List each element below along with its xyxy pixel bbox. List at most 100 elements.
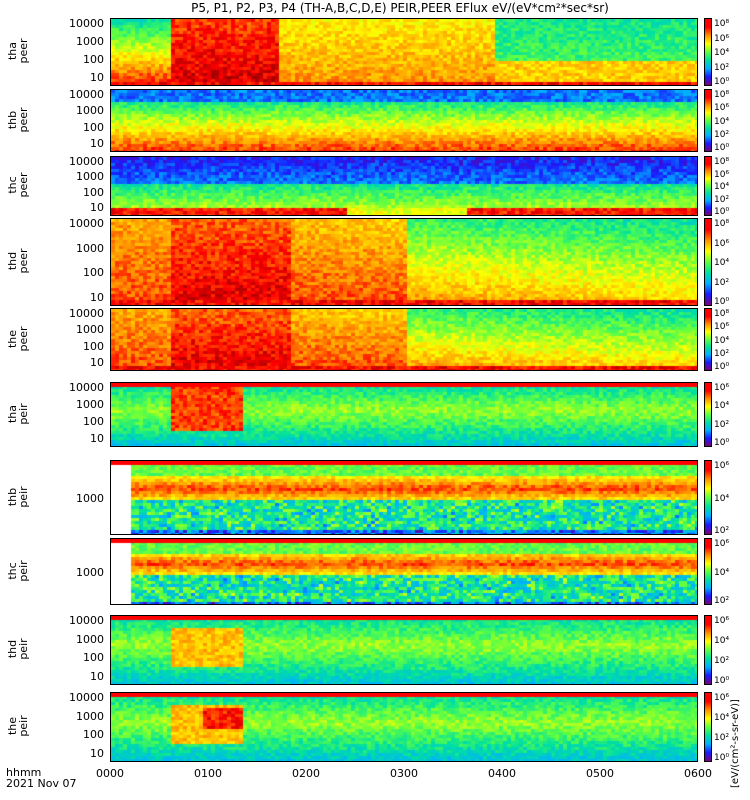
x-tick-label: 0200 xyxy=(292,767,320,780)
x-tick-label: 0500 xyxy=(586,767,614,780)
spectrogram-image xyxy=(111,219,697,305)
y-tick-label: 1000 xyxy=(76,709,104,723)
colorbar-tick-label: 10⁴ xyxy=(714,636,730,646)
y-tick-label: 1000 xyxy=(76,241,104,255)
colorbar-tick-label: 10⁸ xyxy=(714,309,730,319)
colorbar-tick-label: 10⁴ xyxy=(714,493,730,504)
y-tick-label: 10000 xyxy=(69,614,104,627)
y-tick-label: 1000 xyxy=(76,632,104,646)
colorbar-tick-label: 10² xyxy=(714,526,730,536)
spectrogram-plot xyxy=(110,382,698,447)
y-tick-label: 10 xyxy=(90,291,104,304)
panel-ylabel-product: peir xyxy=(17,559,30,582)
panel-ylabel-product: peir xyxy=(17,485,30,508)
panel-ylabel: thb peer xyxy=(6,102,30,138)
date-label: 2021 Nov 07 xyxy=(6,777,77,790)
colorbar xyxy=(704,156,712,216)
y-tick-label: 1000 xyxy=(76,398,104,411)
colorbar-tick-label: 10⁴ xyxy=(714,713,730,723)
colorbar-tick-label: 10² xyxy=(714,277,730,288)
spectrogram-image xyxy=(111,19,697,85)
x-tick-label: 0000 xyxy=(96,767,124,780)
colorbar-tick-label: 10⁰ xyxy=(714,362,730,372)
spectrogram-plot xyxy=(110,156,698,216)
y-tick-label: 10000 xyxy=(69,307,104,320)
panel-thd-peer: thd peer 10000 1000 100 10 10⁸ 10⁶ 10⁴ 10² 10⁰ xyxy=(6,218,729,307)
panel-ylabel-product: peir xyxy=(17,402,30,425)
y-tick-label: 10 xyxy=(90,71,104,84)
panel-ylabel: thd peer xyxy=(6,243,30,279)
colorbar-tick-label: 10⁴ xyxy=(714,567,730,578)
colorbar xyxy=(704,460,712,535)
colorbar-tick-label: 10⁶ xyxy=(714,169,730,180)
y-tick-label: 10 xyxy=(90,432,104,445)
panel-ylabel-product: peer xyxy=(17,106,30,133)
panel-ylabel: thb peir xyxy=(6,479,30,515)
colorbar-tick-label: 10² xyxy=(714,348,730,359)
colorbar-tick-label: 10⁴ xyxy=(714,258,730,268)
panel-tha-peer: tha peer 10000 1000 100 10 10⁸ 10⁶ 10⁴ 10² 10⁰ xyxy=(6,18,729,87)
colorbar xyxy=(704,18,712,86)
colorbar-tick-label: 10² xyxy=(714,419,730,430)
colorbar xyxy=(704,218,712,306)
x-tick-label: 0400 xyxy=(488,767,516,780)
panel-ylabel: tha peir xyxy=(6,396,30,432)
y-tick-label: 10000 xyxy=(69,88,104,101)
spectrogram-image xyxy=(111,309,697,370)
y-tick-label: 1000 xyxy=(76,491,104,505)
panel-thc-peer: thc peer 10000 1000 100 10 10⁸ 10⁶ 10⁴ 10² 10⁰ xyxy=(6,156,729,217)
y-tick-label: 1000 xyxy=(76,35,104,48)
colorbar-tick-label: 10⁰ xyxy=(714,438,730,448)
panel-ylabel-product: peer xyxy=(17,325,30,352)
colorbar-tick-label: 10⁰ xyxy=(714,297,730,307)
colorbar xyxy=(704,308,712,371)
panel-ylabel: the peer xyxy=(6,321,30,357)
y-tick-label: 10000 xyxy=(69,17,104,30)
y-tick-label: 1000 xyxy=(76,170,104,184)
y-tick-label: 1000 xyxy=(76,565,104,579)
y-tick-label: 100 xyxy=(83,266,104,280)
panel-the-peir: the peir 10000 1000 100 10 10⁶ 10⁴ 10² 10⁰ xyxy=(6,692,729,763)
panel-the-peer: the peer 10000 1000 100 10 10⁸ 10⁶ 10⁴ 10² 10⁰ xyxy=(6,308,729,372)
spectrogram-plot xyxy=(110,218,698,306)
panel-ylabel: thc peer xyxy=(6,167,30,203)
panel-thc-peir: thc peir 1000 10⁶ 10⁴ 10² xyxy=(6,538,729,606)
colorbar-tick-label: 10² xyxy=(714,596,730,606)
panel-ylabel: the peir xyxy=(6,708,30,744)
panel-thb-peer: thb peer 10000 1000 100 10 10⁸ 10⁶ 10⁴ 10² 10⁰ xyxy=(6,89,729,153)
colorbar-tick-label: 10⁴ xyxy=(714,401,730,412)
y-tick-label: 100 xyxy=(83,415,104,428)
y-tick-label: 1000 xyxy=(76,323,104,337)
y-tick-label: 10 xyxy=(90,201,104,214)
colorbar xyxy=(704,538,712,605)
spectrogram-image xyxy=(111,157,697,215)
spectrogram-image xyxy=(111,383,697,446)
colorbar-tick-label: 10⁶ xyxy=(714,461,730,471)
colorbar-tick-label: 10⁶ xyxy=(714,616,730,626)
spectrogram-image xyxy=(111,616,697,684)
panel-ylabel-product: peir xyxy=(17,638,30,660)
y-tick-label: 100 xyxy=(83,53,104,66)
panel-ylabel-product: peer xyxy=(17,172,30,198)
y-tick-label: 10 xyxy=(90,747,104,760)
spectrogram-image xyxy=(111,90,697,151)
x-tick-label: 0600 xyxy=(684,767,712,780)
spectrogram-image xyxy=(111,539,697,604)
colorbar-tick-label: 10⁴ xyxy=(714,335,730,346)
spectrogram-plot xyxy=(110,18,698,86)
panel-thd-peir: thd peir 10000 1000 100 10 10⁶ 10⁴ 10² 10⁰ xyxy=(6,615,729,686)
colorbar xyxy=(704,89,712,152)
colorbar-tick-label: 10⁰ xyxy=(714,207,730,217)
panel-ylabel-product: peir xyxy=(17,715,30,737)
time-axis-label: hhmm xyxy=(6,766,42,779)
colorbar-tick-label: 10⁸ xyxy=(714,19,730,29)
y-tick-label: 10 xyxy=(90,356,104,369)
colorbar-tick-label: 10² xyxy=(714,733,730,743)
colorbar-tick-label: 10² xyxy=(714,129,730,140)
y-tick-label: 100 xyxy=(83,339,104,353)
colorbar-tick-label: 10² xyxy=(714,62,730,73)
panel-ylabel: thc peir xyxy=(6,553,30,589)
colorbar-unit-label: [eV/(cm²-s-sr-eV)] xyxy=(730,699,741,788)
panel-ylabel-product: peer xyxy=(17,38,30,64)
